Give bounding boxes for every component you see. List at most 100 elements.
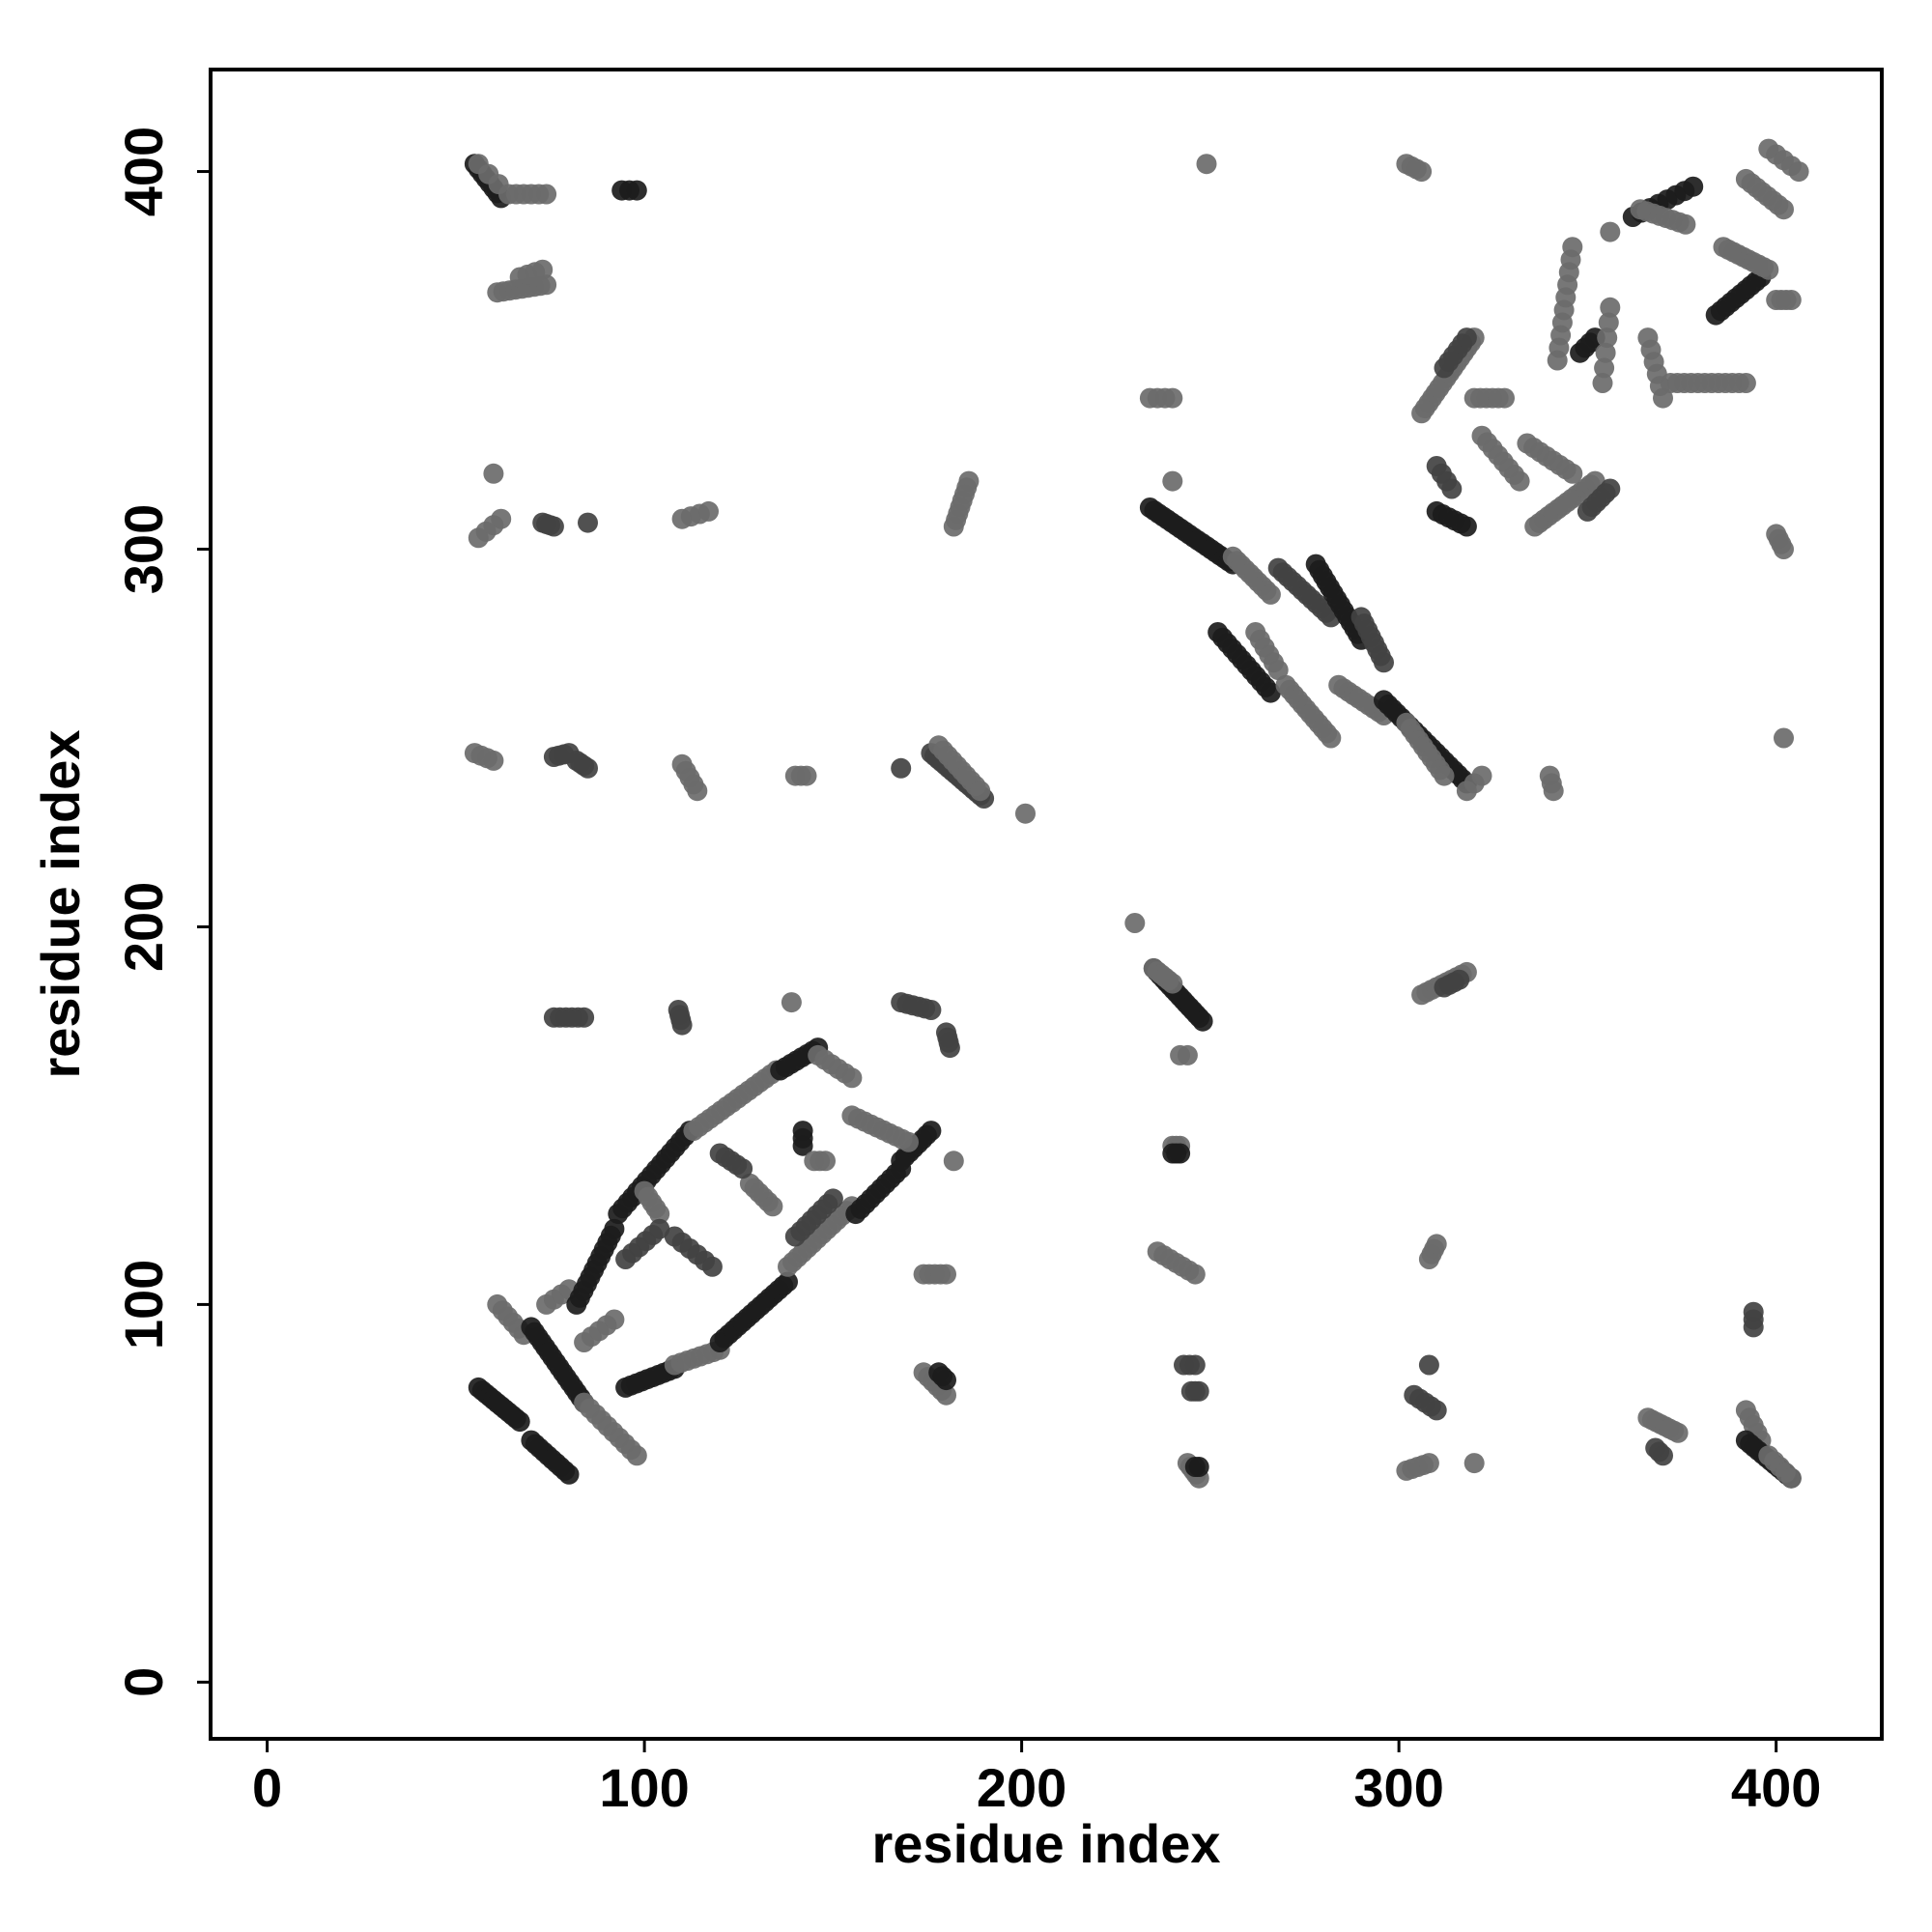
scatter-point bbox=[543, 516, 564, 537]
scatter-point bbox=[1260, 583, 1281, 605]
scatter-point bbox=[1600, 221, 1621, 242]
scatter-point bbox=[578, 757, 598, 779]
scatter-point bbox=[1449, 969, 1470, 990]
scatter-point bbox=[1196, 154, 1217, 175]
scatter-point bbox=[1667, 1422, 1689, 1443]
x-axis-title: residue index bbox=[871, 1813, 1220, 1874]
scatter-point bbox=[1184, 1354, 1206, 1376]
scatter-point bbox=[1594, 357, 1615, 379]
scatter-point bbox=[1434, 765, 1455, 786]
x-tick-label: 400 bbox=[1731, 1757, 1821, 1818]
scatter-point bbox=[1015, 803, 1036, 824]
x-axis: 0 100 200 300 400 bbox=[252, 1739, 1821, 1818]
scatter-point bbox=[604, 1309, 625, 1330]
scatter-point bbox=[698, 500, 719, 522]
scatter-point bbox=[1188, 1380, 1209, 1402]
scatter-point bbox=[1780, 290, 1802, 310]
scatter-point bbox=[1441, 478, 1463, 499]
scatter-point bbox=[1509, 470, 1530, 492]
scatter-point bbox=[1774, 727, 1794, 749]
scatter-point bbox=[1543, 781, 1564, 802]
scatter-point bbox=[1653, 387, 1673, 409]
scatter-point bbox=[1598, 312, 1619, 333]
scatter-point bbox=[1562, 463, 1583, 484]
scatter-point bbox=[796, 765, 817, 786]
x-tick-label: 100 bbox=[599, 1757, 689, 1818]
scatter-point bbox=[898, 1131, 919, 1152]
scatter-point bbox=[483, 750, 504, 771]
scatter-point bbox=[1456, 516, 1477, 537]
scatter-point bbox=[781, 992, 802, 1013]
scatter-point bbox=[558, 1463, 580, 1485]
scatter-point bbox=[1192, 1010, 1213, 1032]
scatter-point bbox=[1600, 297, 1621, 318]
x-tick-label: 0 bbox=[252, 1757, 282, 1818]
scatter-point bbox=[939, 1037, 960, 1059]
scatter-point bbox=[509, 1411, 530, 1433]
scatter-point bbox=[536, 184, 557, 205]
scatter-point bbox=[1426, 1400, 1447, 1421]
scatter-point bbox=[841, 1067, 863, 1089]
y-tick-label: 400 bbox=[113, 127, 174, 216]
scatter-point bbox=[1463, 1453, 1485, 1474]
scatter-point bbox=[792, 1135, 813, 1156]
scatter-point bbox=[1162, 470, 1183, 492]
scatter-point bbox=[671, 1014, 693, 1036]
scatter-point bbox=[762, 1196, 783, 1217]
scatter-point bbox=[1600, 478, 1621, 499]
scatter-point bbox=[943, 1151, 964, 1172]
scatter-point bbox=[1188, 1457, 1209, 1477]
scatter-point bbox=[1418, 1453, 1439, 1474]
y-tick-label: 100 bbox=[113, 1260, 174, 1350]
scatter-point bbox=[1592, 373, 1613, 393]
scatter-point bbox=[815, 1151, 836, 1172]
y-tick-label: 200 bbox=[113, 882, 174, 972]
scatter-point bbox=[921, 1121, 942, 1142]
scatter-point bbox=[574, 1007, 595, 1028]
scatter-point bbox=[1374, 652, 1394, 673]
scatter-point bbox=[1177, 1044, 1198, 1065]
scatter-point bbox=[1456, 327, 1477, 349]
scatter-point bbox=[1321, 727, 1342, 749]
scatter-point bbox=[1184, 1264, 1206, 1285]
scatter-point bbox=[1597, 327, 1618, 349]
y-tick-label: 0 bbox=[113, 1667, 174, 1697]
scatter-point bbox=[1774, 539, 1794, 559]
scatter-point bbox=[1494, 387, 1515, 409]
scatter-point bbox=[1774, 199, 1794, 220]
scatter-point bbox=[936, 1384, 956, 1406]
y-axis: 0 100 200 300 400 bbox=[113, 127, 211, 1697]
scatter-point bbox=[921, 1000, 942, 1020]
scatter-point bbox=[1780, 1467, 1802, 1489]
scatter-point bbox=[649, 1204, 670, 1225]
scatter-point bbox=[778, 1271, 798, 1293]
points-layer bbox=[464, 138, 1809, 1489]
scatter-point bbox=[1758, 259, 1779, 280]
scatter-point bbox=[1562, 237, 1583, 258]
scatter-point bbox=[1471, 765, 1492, 786]
scatter-point bbox=[822, 1188, 843, 1209]
scatter-point bbox=[578, 512, 598, 533]
x-tick-label: 300 bbox=[1353, 1757, 1443, 1818]
scatter-point bbox=[1162, 973, 1183, 994]
scatter-point bbox=[1743, 1317, 1764, 1338]
scatter-point bbox=[491, 508, 512, 529]
scatter-point bbox=[1595, 342, 1616, 363]
scatter-point bbox=[701, 1256, 723, 1277]
scatter-point bbox=[1418, 1354, 1439, 1376]
y-tick-label: 300 bbox=[113, 504, 174, 594]
scatter-point bbox=[732, 1158, 753, 1179]
scatter-point bbox=[970, 781, 991, 802]
scatter-point bbox=[1653, 1445, 1673, 1466]
plot-frame bbox=[209, 68, 1884, 1741]
scatter-point bbox=[936, 1370, 956, 1391]
scatter-point bbox=[936, 1264, 956, 1285]
scatter-point bbox=[1788, 161, 1809, 183]
scatter-point bbox=[1426, 1234, 1447, 1255]
scatter-point bbox=[1735, 373, 1756, 393]
scatter-point bbox=[483, 463, 504, 484]
x-tick-label: 200 bbox=[977, 1757, 1066, 1818]
scatter-point bbox=[626, 1445, 647, 1466]
scatter-point bbox=[1675, 213, 1696, 235]
